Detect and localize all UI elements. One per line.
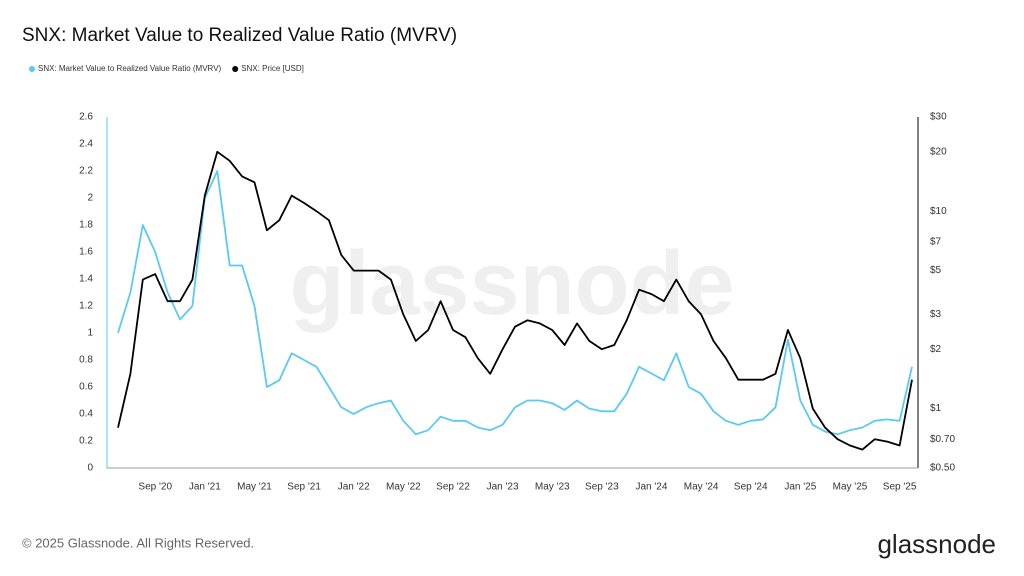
y-tick-label: 1 <box>87 328 93 339</box>
y-tick-label: 2.2 <box>79 166 93 177</box>
x-tick-label: Sep '25 <box>883 482 917 493</box>
y2-tick-label: $1 <box>930 403 942 414</box>
logo: glassnode <box>877 529 996 559</box>
y-tick-label: 1.6 <box>79 247 93 258</box>
y-tick-label: 0 <box>87 463 93 474</box>
x-tick-label: Jan '21 <box>189 482 221 493</box>
chart-title: SNX: Market Value to Realized Value Rati… <box>22 25 457 46</box>
y2-tick-label: $5 <box>930 265 942 276</box>
y-tick-label: 1.2 <box>79 301 93 312</box>
x-tick-label: May '21 <box>237 482 272 493</box>
series-line <box>117 150 913 451</box>
x-tick-label: Sep '20 <box>138 482 172 493</box>
x-tick-label: Jan '22 <box>338 482 370 493</box>
y-tick-label: 2.4 <box>79 139 93 150</box>
y-tick-label: 0.6 <box>79 382 93 393</box>
y2-tick-label: $0.50 <box>930 463 955 474</box>
y-tick-label: 0.8 <box>79 355 93 366</box>
legend-label: SNX: Market Value to Realized Value Rati… <box>38 64 222 73</box>
y-tick-label: 0.2 <box>79 436 93 447</box>
y-tick-label: 2.6 <box>79 112 93 123</box>
x-tick-label: May '24 <box>684 482 719 493</box>
legend-swatch <box>232 66 239 72</box>
x-tick-label: Sep '23 <box>585 482 619 493</box>
watermark: glassnode <box>289 234 734 334</box>
x-tick-label: Jan '23 <box>487 482 519 493</box>
x-tick-label: Sep '22 <box>436 482 470 493</box>
x-tick-label: May '25 <box>833 482 868 493</box>
y2-tick-label: $7 <box>930 236 942 247</box>
copyright: © 2025 Glassnode. All Rights Reserved. <box>22 535 254 550</box>
y-tick-label: 0.4 <box>79 409 93 420</box>
y2-tick-label: $20 <box>930 146 947 157</box>
x-tick-label: Sep '24 <box>734 482 768 493</box>
x-tick-label: May '22 <box>386 482 421 493</box>
x-tick-label: May '23 <box>535 482 570 493</box>
y2-tick-label: $3 <box>930 309 942 320</box>
y-tick-label: 2 <box>87 193 93 204</box>
legend-label: SNX: Price [USD] <box>241 64 304 73</box>
series-line <box>117 170 913 436</box>
x-tick-label: Sep '21 <box>287 482 321 493</box>
x-tick-label: Jan '25 <box>784 482 816 493</box>
y-tick-label: 1.4 <box>79 274 93 285</box>
y2-tick-label: $2 <box>930 344 942 355</box>
y-tick-label: 1.8 <box>79 220 93 231</box>
legend-swatch <box>29 66 35 72</box>
x-tick-label: Jan '24 <box>636 482 668 493</box>
y2-tick-label: $10 <box>930 206 947 217</box>
y2-tick-label: $0.70 <box>930 434 955 445</box>
y2-tick-label: $30 <box>930 112 947 123</box>
